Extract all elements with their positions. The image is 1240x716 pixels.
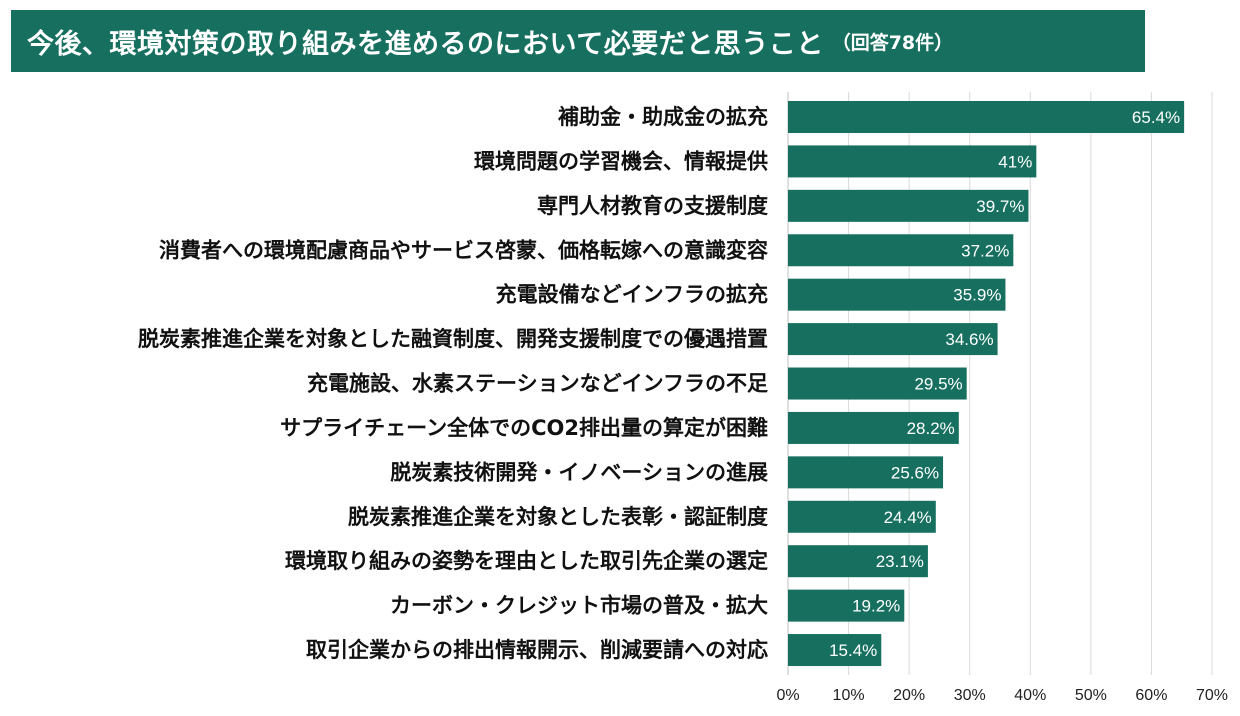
category-label: 脱炭素技術開発・イノベーションの進展 [390, 460, 768, 484]
x-tick-label: 0% [776, 687, 799, 704]
bar-value-label: 39.7% [976, 197, 1024, 216]
x-tick-label: 50% [1075, 687, 1107, 704]
bar [788, 411, 959, 444]
chart-title-bar: 今後、環境対策の取り組みを進めるのにおいて必要だと思うこと （回答78件） [11, 10, 1145, 72]
category-label: 環境取り組みの姿勢を理由とした取引先企業の選定 [285, 549, 768, 573]
category-label: 環境問題の学習機会、情報提供 [474, 149, 768, 173]
chart-title: 今後、環境対策の取り組みを進めるのにおいて必要だと思うこと [27, 28, 824, 60]
bar [788, 323, 998, 356]
bar-value-label: 65.4% [1132, 108, 1180, 127]
bar [788, 278, 1006, 311]
bar [788, 234, 1014, 267]
bar [788, 634, 882, 667]
bar [788, 545, 928, 578]
bar [788, 189, 1029, 222]
x-tick-label: 60% [1135, 687, 1167, 704]
category-label: サプライチェーン全体でのCO2排出量の算定が困難 [280, 416, 768, 440]
bar-value-label: 41% [998, 152, 1032, 171]
x-tick-label: 20% [893, 687, 925, 704]
x-tick-label: 30% [954, 687, 986, 704]
bar [788, 367, 967, 400]
category-label: 脱炭素推進企業を対象とした融資制度、開発支援制度での優遇措置 [138, 327, 768, 351]
bar-value-label: 29.5% [914, 375, 962, 394]
category-label: 補助金・助成金の拡充 [557, 105, 768, 129]
x-tick-label: 10% [833, 687, 865, 704]
category-label: 脱炭素推進企業を対象とした表彰・認証制度 [348, 505, 768, 529]
x-tick-label: 40% [1014, 687, 1046, 704]
bar-value-label: 34.6% [945, 330, 993, 349]
bar [788, 589, 905, 622]
bar [788, 145, 1037, 178]
category-label: 専門人材教育の支援制度 [537, 194, 768, 218]
bar-value-label: 35.9% [953, 286, 1001, 305]
category-label: カーボン・クレジット市場の普及・拡大 [390, 594, 768, 618]
bar-value-label: 23.1% [876, 552, 924, 571]
bar [788, 456, 944, 489]
bar-value-label: 15.4% [829, 641, 877, 660]
x-tick-label: 70% [1196, 687, 1228, 704]
category-label: 充電設備などインフラの拡充 [496, 283, 768, 307]
bar [788, 500, 936, 533]
bar-value-label: 37.2% [961, 241, 1009, 260]
bar [788, 101, 1185, 133]
category-label: 充電施設、水素ステーションなどインフラの不足 [307, 372, 768, 396]
bar-value-label: 24.4% [884, 508, 932, 527]
bar-value-label: 19.2% [852, 597, 900, 616]
chart-subtitle: （回答78件） [831, 31, 954, 54]
category-label: 消費者への環境配慮商品やサービス啓蒙、価格転嫁への意識変容 [159, 238, 768, 262]
bar-value-label: 25.6% [891, 463, 939, 482]
bar-value-label: 28.2% [907, 419, 955, 438]
category-label: 取引企業からの排出情報開示、削減要請への対応 [306, 638, 768, 662]
